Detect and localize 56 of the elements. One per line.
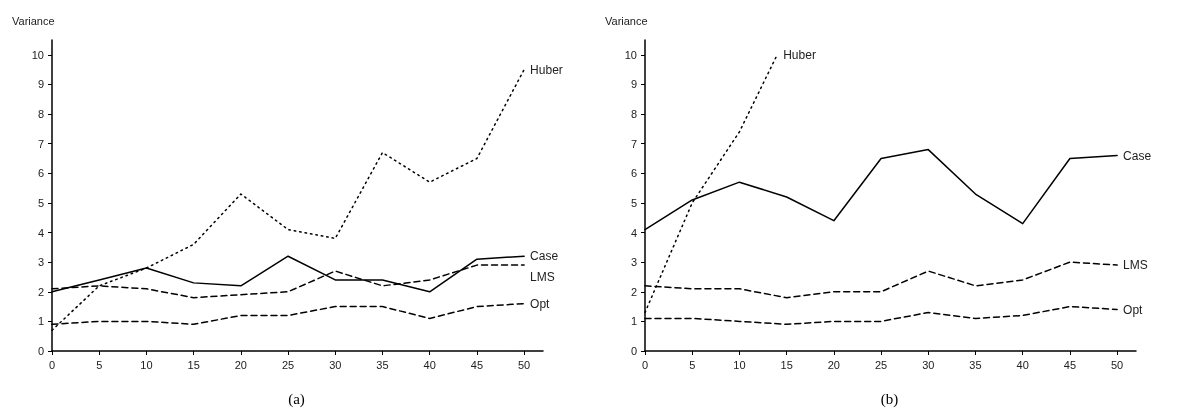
series-label: Case	[530, 249, 559, 264]
y-tick-label: 7	[630, 137, 637, 150]
y-tick-label: 0	[37, 345, 44, 357]
series-label: Huber	[530, 62, 563, 77]
y-tick-label: 4	[37, 226, 44, 239]
series-label: LMS	[1123, 258, 1148, 273]
x-tick-label: 35	[376, 358, 389, 371]
series-label: LMS	[530, 270, 555, 285]
x-tick-label: 40	[1016, 358, 1029, 371]
x-tick-label: 50	[517, 358, 531, 371]
y-tick-label: 2	[630, 285, 637, 298]
x-tick-label: 45	[470, 358, 484, 371]
y-tick-label: 7	[37, 137, 44, 150]
y-tick-label: 8	[37, 108, 44, 121]
x-tick-label: 25	[281, 358, 295, 371]
x-tick-label: 15	[187, 358, 200, 371]
series-label: Case	[1123, 148, 1152, 163]
series-label: Opt	[530, 296, 551, 311]
y-tick-label: 5	[37, 196, 44, 209]
y-tick-label: 9	[37, 78, 44, 91]
x-tick-label: 0	[48, 358, 56, 371]
y-tick-label: 10	[31, 48, 44, 61]
y-tick-label: 1	[37, 315, 44, 328]
x-tick-label: 50	[1110, 358, 1124, 371]
x-tick-label: 20	[827, 358, 840, 371]
text: (b)	[880, 390, 899, 408]
x-tick-label: 45	[1063, 358, 1077, 371]
y-tick-label: 6	[37, 167, 44, 180]
x-tick-label: 30	[922, 358, 935, 371]
x-tick-label: 5	[689, 358, 696, 371]
y-axis-title: Variance	[12, 14, 55, 27]
x-tick-label: 5	[96, 358, 103, 371]
y-tick-label: 3	[37, 256, 44, 269]
y-tick-label: 4	[630, 226, 637, 239]
x-tick-label: 30	[329, 358, 342, 371]
y-tick-label: 0	[630, 345, 637, 357]
x-tick-label: 0	[641, 358, 649, 371]
x-tick-label: 15	[780, 358, 793, 371]
y-axis-title: Variance	[605, 14, 648, 27]
x-tick-label: 25	[874, 358, 888, 371]
x-tick-label: 20	[234, 358, 247, 371]
y-tick-label: 9	[630, 78, 637, 91]
x-tick-label: 40	[423, 358, 436, 371]
x-tick-label: 10	[733, 358, 746, 371]
y-tick-label: 10	[624, 48, 637, 61]
y-tick-label: 1	[630, 315, 637, 328]
y-tick-label: 3	[630, 256, 637, 269]
y-tick-label: 5	[630, 196, 637, 209]
y-tick-label: 6	[630, 167, 637, 180]
y-tick-label: 2	[37, 285, 44, 298]
series-label: Opt	[1123, 302, 1144, 317]
y-tick-label: 8	[630, 108, 637, 121]
text: (a)	[288, 390, 305, 408]
x-tick-label: 35	[969, 358, 982, 371]
x-tick-label: 10	[140, 358, 153, 371]
series-label: Huber	[783, 47, 816, 62]
